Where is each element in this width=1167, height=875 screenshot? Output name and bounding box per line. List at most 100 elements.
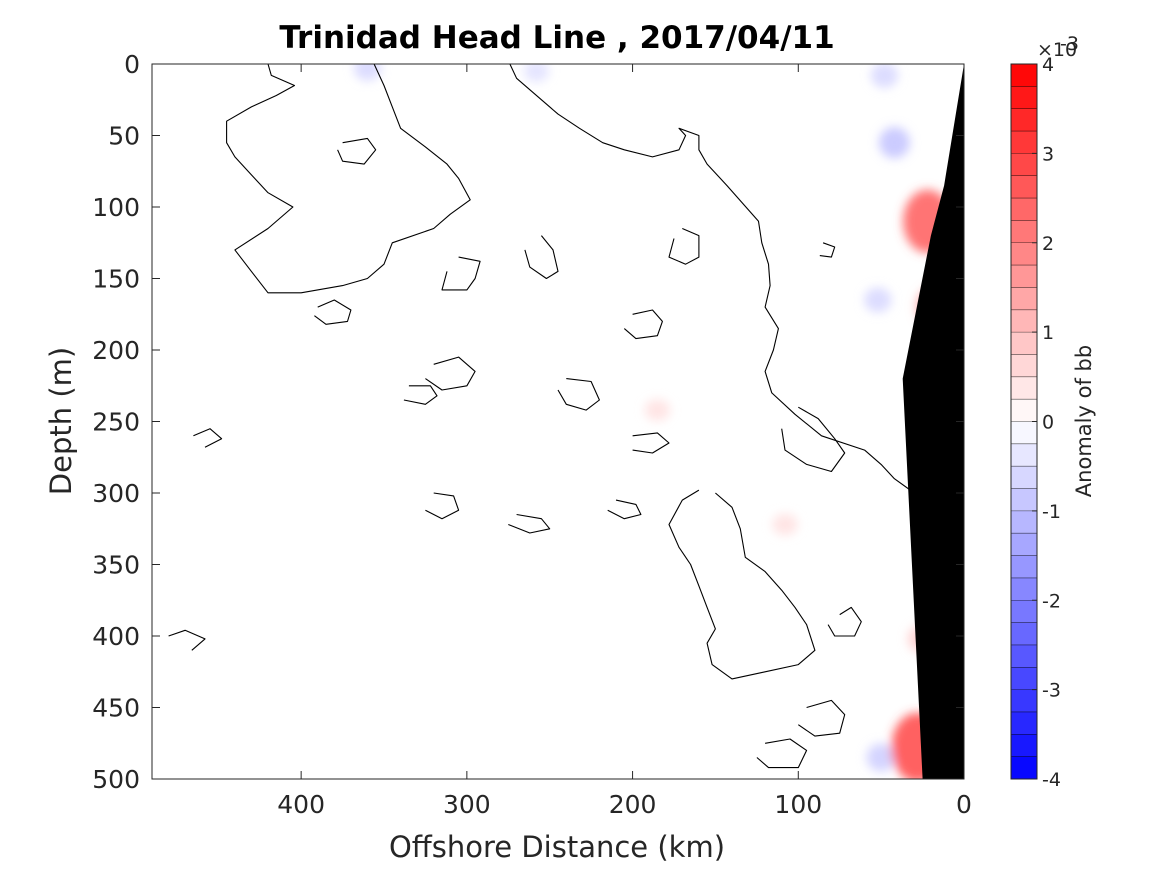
- colorbar-tick-label: -2: [1042, 590, 1061, 612]
- anomaly-blob-5: [866, 743, 896, 772]
- colorbar-segment: [1011, 644, 1037, 668]
- y-tick-label: 100: [92, 193, 140, 222]
- colorbar-segment: [1011, 153, 1037, 177]
- y-tick-label: 200: [92, 336, 140, 365]
- zero-contour-13: [425, 492, 460, 520]
- y-tick-label: 250: [92, 408, 140, 437]
- zero-contour-14: [508, 513, 551, 534]
- colorbar-segment: [1011, 399, 1037, 422]
- zero-contour-21: [193, 428, 223, 448]
- y-axis-ticks: 0 50 100 150 200 250 300 350 400 450 500: [92, 50, 964, 794]
- y-tick-label: 450: [92, 694, 140, 723]
- zero-contour-16: [781, 406, 846, 473]
- colorbar-segment: [1011, 734, 1037, 758]
- zero-contour-17: [668, 489, 816, 680]
- colorbar-segment: [1011, 756, 1037, 780]
- zero-contour-18: [827, 606, 862, 637]
- colorbar-segment: [1011, 488, 1037, 512]
- zero-contour-10: [557, 378, 600, 411]
- colorbar-tick-label: 2: [1042, 233, 1054, 255]
- y-tick-label: 50: [108, 122, 140, 151]
- colorbar-segment: [1011, 220, 1037, 244]
- anomaly-blob-0: [353, 64, 382, 81]
- x-tick-label: 300: [443, 790, 491, 819]
- anomaly-blob-11: [644, 399, 671, 421]
- colorbar-segment: [1011, 711, 1037, 735]
- y-tick-label: 300: [92, 479, 140, 508]
- colorbar-tick-label: 1: [1042, 322, 1054, 344]
- colorbar-segment: [1011, 555, 1037, 579]
- anomaly-blob-3: [870, 64, 899, 88]
- colorbar-segment: [1011, 443, 1037, 467]
- y-tick-label: 150: [92, 265, 140, 294]
- bathymetry-shelf: [902, 64, 964, 779]
- colorbar-exponent-base: ×10: [1037, 39, 1077, 61]
- colorbar: -4 -3 -2 -1 0 1 2 3 4 ×10 -3 Anomaly of bb: [1010, 33, 1096, 791]
- zero-contour-5: [524, 235, 559, 280]
- colorbar-segment: [1011, 64, 1037, 87]
- anomaly-blob-12: [772, 513, 798, 536]
- zero-contour-4: [314, 299, 352, 325]
- colorbar-segment: [1011, 600, 1037, 624]
- colorbar-tick-label: 3: [1042, 143, 1054, 165]
- colorbar-segment: [1011, 86, 1037, 110]
- colorbar-label: Anomaly of bb: [1072, 345, 1096, 497]
- x-tick-label: 400: [277, 790, 325, 819]
- colorbar-tick-label: -1: [1042, 501, 1061, 523]
- anomaly-blob-1: [523, 64, 550, 82]
- zero-contour-11: [403, 385, 438, 405]
- colorbar-segment: [1011, 287, 1037, 311]
- colorbar-tick-label: -3: [1042, 680, 1061, 702]
- colorbar-ticks: -4 -3 -2 -1 0 1 2 3 4: [1032, 54, 1061, 791]
- colorbar-exponent-power: -3: [1060, 33, 1079, 55]
- colorbar-tick-label: 0: [1042, 412, 1054, 434]
- colorbar-segment: [1011, 265, 1037, 288]
- zero-contour-20: [756, 738, 808, 769]
- colorbar-segment: [1011, 198, 1037, 221]
- colorbar-tick-label: 4: [1042, 54, 1054, 76]
- y-tick-label: 350: [92, 551, 140, 580]
- colorbar-segment: [1011, 510, 1037, 534]
- colorbar-segment: [1011, 242, 1037, 266]
- zero-contour-12: [632, 432, 670, 454]
- colorbar-segment: [1011, 309, 1037, 333]
- y-axis-label: Depth (m): [44, 347, 78, 495]
- zero-contour-3: [441, 256, 481, 291]
- zero-contour-19: [797, 699, 846, 737]
- y-tick-label: 0: [124, 50, 140, 79]
- zero-contour-0: [226, 64, 471, 294]
- colorbar-segment: [1011, 175, 1037, 199]
- zero-contour-15: [607, 499, 642, 520]
- y-tick-label: 400: [92, 622, 140, 651]
- colorbar-tick-label: -4: [1042, 769, 1061, 791]
- x-tick-label: 0: [956, 790, 972, 819]
- zero-contour-8: [623, 309, 663, 340]
- chart-title: Trinidad Head Line , 2017/04/11: [279, 20, 834, 56]
- x-axis-label: Offshore Distance (km): [389, 830, 725, 864]
- zero-contour-9: [425, 356, 476, 391]
- zero-contour-7: [819, 242, 836, 258]
- colorbar-segment: [1011, 332, 1037, 355]
- plot-background: [152, 64, 964, 779]
- zero-contour-22: [168, 629, 206, 651]
- colorbar-segment: [1011, 466, 1037, 490]
- x-tick-label: 100: [774, 790, 822, 819]
- colorbar-segment: [1011, 131, 1037, 154]
- plot-area: [151, 63, 965, 780]
- anomaly-blob-4: [864, 287, 892, 313]
- colorbar-segment: [1011, 689, 1037, 713]
- bathymetry-layer: [902, 64, 964, 779]
- colorbar-segment: [1011, 421, 1037, 445]
- anomaly-blob-2: [879, 127, 910, 159]
- colorbar-segment: [1011, 376, 1037, 400]
- x-tick-label: 200: [609, 790, 657, 819]
- colorbar-segment: [1011, 354, 1037, 378]
- zero-contour-6: [668, 227, 700, 265]
- colorbar-segment: [1011, 622, 1037, 646]
- colorbar-segment: [1011, 577, 1037, 601]
- y-tick-label: 500: [92, 765, 140, 794]
- colorbar-segment: [1011, 533, 1037, 557]
- colorbar-segment: [1011, 108, 1037, 132]
- x-axis-ticks: 400 300 200 100 0: [277, 64, 972, 819]
